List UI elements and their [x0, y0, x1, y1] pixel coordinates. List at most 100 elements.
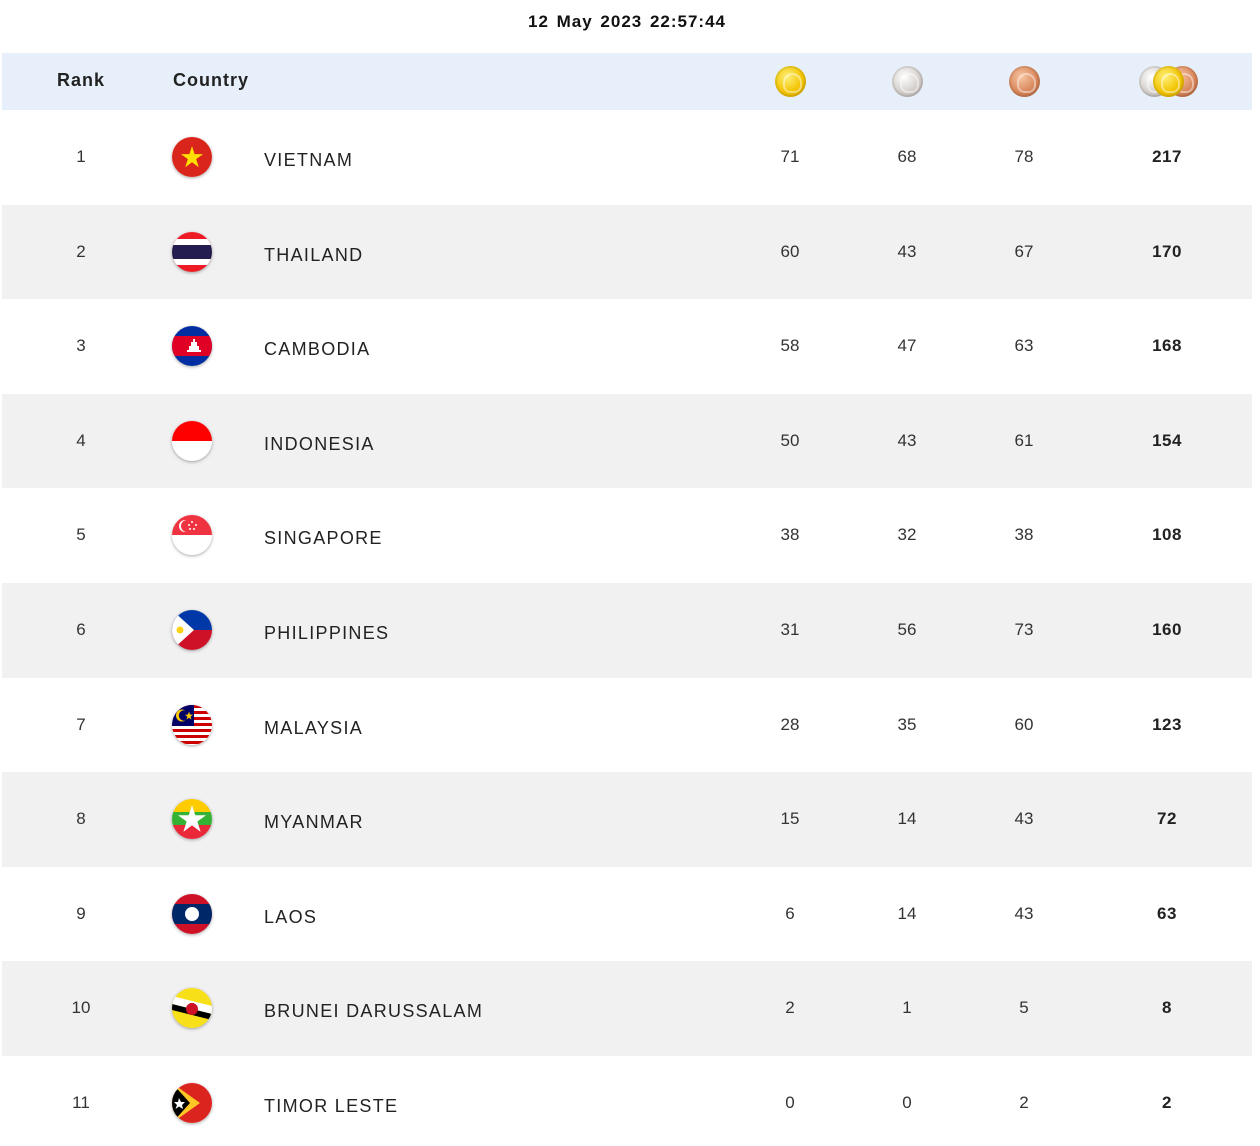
silver-column-header[interactable]: [892, 66, 923, 102]
gold-count: 6: [785, 903, 795, 923]
rank-cell: 10: [71, 998, 91, 1018]
silver-count: 35: [897, 714, 917, 734]
bronze-medal-icon: [1009, 66, 1040, 97]
bronze-count: 78: [1014, 147, 1034, 166]
gold-count: 71: [780, 147, 800, 166]
bronze-count: 73: [1014, 619, 1034, 639]
country-name[interactable]: SINGAPORE: [264, 528, 383, 549]
table-row[interactable]: 9 LAOS 6 14 43 63: [2, 867, 1252, 962]
country-name[interactable]: PHILIPPINES: [264, 622, 390, 643]
country-name[interactable]: MALAYSIA: [264, 717, 364, 738]
myanmar-flag-icon: [172, 799, 212, 840]
country-name[interactable]: THAILAND: [264, 244, 364, 265]
rank-cell: 8: [76, 809, 86, 829]
gold-count: 31: [780, 619, 800, 639]
gold-count: 60: [780, 241, 800, 261]
silver-count: 43: [897, 430, 917, 450]
gold-column-header[interactable]: [775, 66, 806, 102]
medal-table: Rank Country 1 VIETNAM 71 68 78 217 2 THAILAND 6…: [2, 53, 1252, 1146]
country-name[interactable]: VIETNAM: [264, 150, 354, 170]
rank-cell: 11: [72, 1092, 90, 1112]
vietnam-flag-icon: [172, 137, 212, 177]
total-count: 8: [1162, 998, 1172, 1018]
total-count: 2: [1162, 1092, 1172, 1112]
thailand-flag-icon: [172, 231, 212, 272]
total-count: 154: [1152, 430, 1182, 450]
bronze-column-header[interactable]: [1009, 66, 1040, 102]
table-row[interactable]: 1 VIETNAM 71 68 78 217: [2, 110, 1252, 205]
table-header: Rank Country: [2, 53, 1252, 110]
rank-cell: 2: [76, 241, 86, 261]
total-count: 168: [1152, 336, 1182, 356]
gold-count: 38: [780, 525, 800, 545]
silver-count: 1: [902, 998, 912, 1018]
all-medals-icon: [1139, 66, 1199, 97]
silver-count: 14: [897, 809, 917, 829]
philippines-flag-icon: [172, 609, 212, 650]
table-row[interactable]: 2 THAILAND 60 43 67 170: [2, 204, 1252, 300]
table-row[interactable]: 8 MYANMAR 15 14 43 72: [2, 772, 1252, 867]
silver-count: 47: [897, 336, 917, 356]
gold-count: 2: [785, 998, 795, 1018]
cambodia-flag-icon: [172, 326, 212, 367]
gold-medal-icon: [775, 66, 806, 97]
bronze-count: 38: [1014, 525, 1034, 545]
total-count: 170: [1152, 241, 1182, 261]
bronze-count: 61: [1014, 430, 1034, 450]
bronze-count: 43: [1014, 903, 1034, 923]
total-count: 123: [1152, 714, 1182, 734]
bronze-count: 63: [1014, 336, 1034, 356]
silver-count: 43: [897, 241, 917, 261]
rank-cell: 1: [76, 147, 86, 166]
silver-count: 14: [897, 903, 917, 923]
total-count: 160: [1152, 619, 1182, 639]
table-body: 1 VIETNAM 71 68 78 217 2 THAILAND 60 43 67 170 3 CAMB…: [2, 110, 1252, 1146]
laos-flag-icon: [172, 893, 212, 934]
rank-cell: 6: [76, 619, 86, 639]
silver-count: 0: [902, 1092, 912, 1112]
rank-cell: 9: [76, 903, 86, 923]
table-row[interactable]: 11 TIMOR LESTE 0 0 2 2: [2, 1056, 1252, 1146]
gold-count: 58: [780, 336, 800, 356]
table-row[interactable]: 5 SINGAPORE 38 32 38 108: [2, 488, 1252, 583]
rank-cell: 3: [76, 336, 86, 356]
bronze-count: 67: [1014, 241, 1034, 261]
rank-cell: 5: [76, 525, 86, 545]
brunei-flag-icon: [172, 988, 212, 1029]
country-name[interactable]: BRUNEI DARUSSALAM: [264, 1001, 484, 1022]
country-name[interactable]: MYANMAR: [264, 812, 364, 833]
rank-cell: 4: [76, 430, 86, 450]
timor-leste-flag-icon: [172, 1082, 212, 1123]
silver-count: 68: [897, 147, 917, 166]
country-name[interactable]: CAMBODIA: [264, 339, 371, 360]
total-count: 63: [1157, 903, 1177, 923]
bronze-count: 43: [1014, 809, 1034, 829]
singapore-flag-icon: [172, 515, 212, 556]
total-column-header[interactable]: [1139, 66, 1199, 97]
rank-column-header[interactable]: Rank: [56, 70, 105, 90]
table-row[interactable]: 10 BRUNEI DARUSSALAM 2 1 5 8: [2, 961, 1252, 1056]
silver-count: 32: [897, 525, 917, 545]
rank-cell: 7: [76, 714, 86, 734]
silver-medal-icon: [892, 66, 923, 97]
silver-count: 56: [897, 619, 917, 639]
malaysia-flag-icon: [172, 704, 212, 745]
total-count: 108: [1152, 525, 1182, 545]
indonesia-flag-icon: [172, 420, 212, 461]
table-row[interactable]: 4 INDONESIA 50 43 61 154: [2, 393, 1252, 489]
total-count: 72: [1157, 809, 1177, 829]
gold-count: 50: [780, 430, 800, 450]
total-count: 217: [1152, 147, 1182, 166]
country-name[interactable]: LAOS: [264, 906, 318, 927]
table-row[interactable]: 7 MALAYSIA 28 35 60 123: [2, 678, 1252, 773]
gold-count: 0: [785, 1092, 795, 1112]
table-row[interactable]: 6 PHILIPPINES 31 56 73 160: [2, 582, 1252, 678]
table-row[interactable]: 3 CAMBODIA 58 47 63 168: [2, 299, 1252, 394]
timestamp: 12 May 2023 22:57:44: [527, 12, 727, 31]
bronze-count: 2: [1019, 1092, 1029, 1112]
country-name[interactable]: TIMOR LESTE: [264, 1095, 399, 1116]
country-name[interactable]: INDONESIA: [264, 433, 375, 454]
gold-count: 15: [780, 809, 800, 829]
country-column-header[interactable]: Country: [173, 70, 249, 90]
gold-count: 28: [780, 714, 800, 734]
